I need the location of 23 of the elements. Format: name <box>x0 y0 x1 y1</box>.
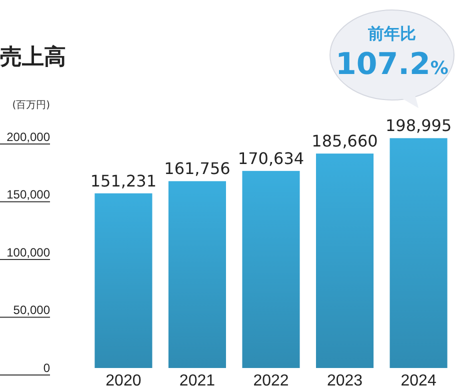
y-tick-label: 0 <box>43 360 50 375</box>
x-tick-label: 2022 <box>253 372 289 390</box>
x-tick-label: 2023 <box>326 372 363 390</box>
data-label: 185,660 <box>312 132 378 151</box>
y-tick-label: 150,000 <box>6 188 50 202</box>
y-tick-label: 200,000 <box>6 130 50 144</box>
data-label: 161,756 <box>164 159 230 178</box>
data-label: 170,634 <box>238 148 304 168</box>
annotation: 前年比 107.2% <box>336 24 448 82</box>
x-tick-label: 2020 <box>106 372 142 390</box>
bar <box>168 181 226 368</box>
bar <box>94 193 152 368</box>
y-tick-label: 50,000 <box>13 303 50 318</box>
data-label: 151,231 <box>90 171 157 190</box>
bar <box>316 154 374 368</box>
chart-title: 売上高 <box>0 44 66 70</box>
y-tick-label: 100,000 <box>6 245 50 260</box>
data-label: 198,995 <box>385 116 452 136</box>
y-axis-title: (百万円) <box>12 100 50 111</box>
bar <box>242 170 300 368</box>
bar <box>390 138 448 368</box>
x-tick-label: 2021 <box>179 372 216 390</box>
x-tick-label: 2024 <box>400 372 436 390</box>
